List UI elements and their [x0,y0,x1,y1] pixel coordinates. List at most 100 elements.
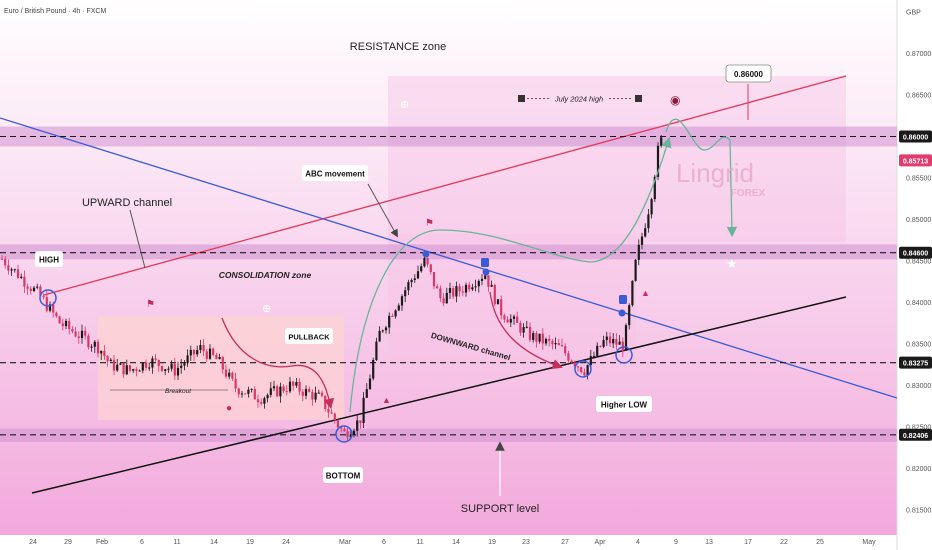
candle-body [372,360,374,378]
candle-body [23,277,25,287]
candle-body [468,285,470,289]
candle-body [596,346,598,356]
candle-body [497,299,499,304]
candle-body [7,265,9,270]
candle-body [62,323,64,326]
candle-body [455,286,457,296]
candle-body [171,364,173,369]
candle-body [452,288,454,296]
watermark-subtext: FOREX [731,188,766,199]
candle-body [395,310,397,316]
candle-body [212,349,214,355]
higher-low-label: Higher LOW [596,396,652,412]
candle-body [337,420,339,427]
x-tick-label: May [862,539,876,546]
candle-body [286,391,288,392]
candle-body [81,331,83,338]
candle-body [251,389,253,390]
candle-body [347,431,349,437]
x-tick-label: 6 [140,539,144,546]
price-tag-text: 0.83275 [903,361,928,368]
x-tick-label: 9 [674,539,678,546]
y-tick-label: 0.84000 [906,300,931,307]
x-tick-label: 27 [561,539,569,546]
candle-body [484,275,486,279]
price-tag-text: 0.82406 [903,433,928,440]
candle-body [219,357,221,359]
candle-body [267,395,269,398]
breakout-label: Breakout [165,388,192,395]
consolidation-zone-label: CONSOLIDATION zone [219,270,312,280]
candle-body [420,266,422,271]
candle-body [411,280,413,282]
candle-body [334,414,336,421]
candle-body [398,305,400,310]
candle-body [59,316,61,323]
candle-body [113,360,115,371]
y-tick-label: 0.84500 [906,259,931,266]
candle-body [142,363,144,371]
candle-body [356,420,358,430]
candle-body [225,370,227,377]
candle-body [228,373,230,377]
abc-movement-label: ABC movement [302,165,368,181]
swing-dot-2 [483,269,490,276]
candle-body [203,345,205,351]
candle-body [651,199,653,214]
x-tick-label: Feb [96,539,108,546]
candle-body [155,358,157,360]
candle-body [436,286,438,288]
candle-body [315,393,317,400]
candle-body [391,316,393,317]
marker-flag-icon-2: ⚑ [425,218,434,229]
symbol-title: Euro / British Pound · 4h · FXCM [4,8,106,15]
candle-body [247,390,249,394]
candle-body [174,364,176,376]
x-tick-label: 4 [636,539,640,546]
y-tick-label: 0.87000 [906,51,931,58]
y-tick-label: 0.86500 [906,93,931,100]
candle-body [446,293,448,303]
forecast-area [388,76,846,242]
candle-body [507,320,509,323]
candle-body [571,361,573,363]
candle-body [94,342,96,347]
resistance-zone-label: RESISTANCE zone [350,41,446,53]
x-tick-label: 17 [744,539,752,546]
candle-body [622,342,624,351]
pullback-label-text: PULLBACK [288,333,330,342]
candle-body [183,363,185,365]
y-tick-label: 0.81500 [906,508,931,515]
candle-body [577,366,579,367]
candle-body [375,342,377,360]
target-label-text: 0.86000 [734,70,763,79]
candle-body [503,315,505,319]
candle-body [561,345,563,346]
x-tick-label: 11 [173,539,180,546]
marker-arrow-icon-2 [619,295,627,304]
y-tick-label: 0.85500 [906,176,931,183]
candle-body [359,420,361,423]
candle-body [443,298,445,303]
candle-body [353,431,355,435]
candle-body [84,331,86,336]
candle-body [539,334,541,342]
candle-body [187,355,189,363]
candle-body [388,316,390,328]
x-tick-label: 25 [816,539,824,546]
candle-body [439,288,441,298]
candle-body [276,386,278,396]
candle-body [459,286,461,291]
x-tick-label: 14 [452,539,460,546]
candle-body [555,343,557,344]
candle-body [123,363,125,374]
y-tick-label: 0.83500 [906,342,931,349]
higher-low-label-text: Higher LOW [601,401,648,410]
check-icon-right [635,95,642,102]
candle-body [75,332,77,337]
candle-body [177,368,179,376]
candle-body [513,316,515,318]
x-tick-label: 29 [64,539,72,546]
candle-body [526,327,528,328]
